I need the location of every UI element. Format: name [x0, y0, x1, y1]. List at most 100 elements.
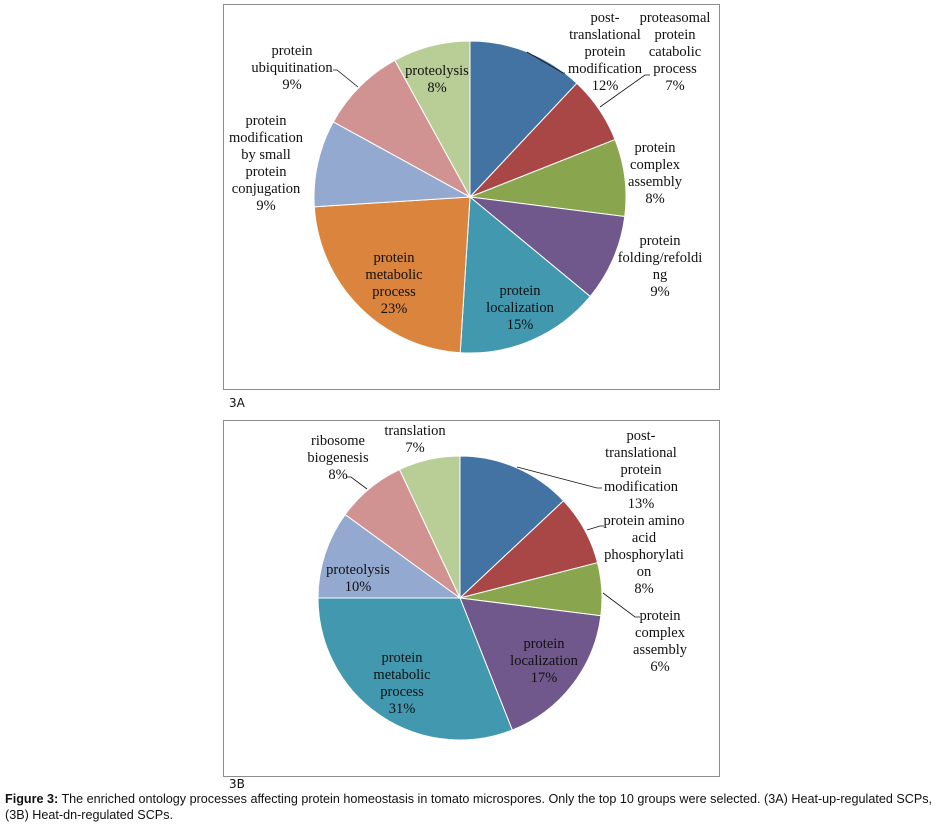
leader-line: [602, 592, 640, 618]
slice-label-line: ubiquitination: [251, 60, 333, 76]
slice-percent: 10%: [344, 579, 372, 595]
slice-label-line: complex: [635, 625, 685, 641]
figure-caption: Figure 3: The enriched ontology processe…: [5, 791, 940, 823]
slice-label-line: protein amino: [603, 513, 685, 529]
slice-label-line: process: [380, 684, 424, 700]
pie-slice: [468, 196, 626, 298]
pie-slice: [332, 59, 472, 199]
slice-label-line: protein: [654, 27, 696, 43]
slice-label-line: metabolic: [365, 267, 423, 283]
slice-percent: 31%: [388, 701, 416, 717]
slice-percent: 8%: [328, 467, 348, 483]
data-label: protein localization 15%: [486, 283, 554, 334]
slice-label-line: biogenesis: [307, 450, 369, 466]
slice-percent: 6%: [650, 659, 670, 675]
slice-label-line: protein: [373, 250, 415, 266]
slice-label-line: localization: [510, 653, 578, 669]
slice-label-line: post-: [590, 10, 620, 26]
data-label: protein metabolic process 23%: [365, 250, 422, 318]
pie-slice: [459, 597, 602, 731]
slice-percent: 15%: [506, 317, 534, 333]
slice-percent: 9%: [282, 77, 302, 93]
slice-label-line: protein: [245, 113, 287, 129]
slice-label-line: ribosome: [311, 433, 365, 449]
leader-line: [586, 525, 604, 531]
slice-percent: 17%: [530, 670, 558, 686]
slice-label-line: protein: [634, 140, 676, 156]
data-label: proteolysis 8%: [405, 63, 469, 97]
pie-slice: [317, 597, 513, 741]
leader-line: [516, 466, 602, 489]
slice-label-line: modification: [567, 61, 643, 77]
slice-label-line: protein: [523, 636, 565, 652]
slice-label-line: assembly: [628, 174, 682, 190]
slice-label-line: protein: [620, 462, 662, 478]
slice-label-line: proteolysis: [326, 562, 390, 578]
slice-label-line: protein: [381, 650, 423, 666]
data-label: protein modification by small protein conjug…: [229, 113, 303, 215]
slice-label-line: protein: [639, 233, 681, 249]
leader-line: [599, 74, 650, 108]
slice-percent: 9%: [650, 284, 670, 300]
slice-label-line: protein: [245, 164, 287, 180]
slice-label-line: ng: [652, 267, 668, 283]
slice-label-line: proteasomal: [639, 10, 711, 26]
slice-percent: 12%: [591, 78, 619, 94]
slice-label-line: on: [636, 564, 652, 580]
pie-slice: [317, 513, 462, 599]
slice-label-line: protein: [271, 43, 313, 59]
pie-slice: [459, 455, 565, 600]
slice-label-line: process: [372, 284, 416, 300]
pie-slice: [313, 121, 472, 208]
data-label: translation 7%: [384, 423, 445, 457]
data-label: post-translational protein modification 12%: [568, 10, 642, 95]
slice-percent: 8%: [634, 581, 654, 597]
slice-label-line: assembly: [633, 642, 687, 658]
pie-slice: [398, 455, 461, 599]
slice-label-line: modification: [228, 130, 304, 146]
slice-label-line: translational: [605, 445, 677, 461]
slice-label-line: protein: [639, 608, 681, 624]
pie-slice: [313, 196, 471, 354]
slice-label-line: protein: [584, 44, 626, 60]
pie-slice: [459, 195, 591, 354]
slice-label-line: process: [653, 61, 697, 77]
slice-percent: 13%: [627, 496, 655, 512]
data-label: protein complex assembly 8%: [628, 140, 682, 208]
leader-line: [346, 476, 368, 490]
pie-charts: [313, 40, 650, 741]
slice-label-line: by small: [241, 147, 291, 163]
slice-label-line: protein: [499, 283, 541, 299]
slice-label-line: translational: [569, 27, 641, 43]
data-label: protein amino acid phosphorylati on 8%: [604, 513, 685, 598]
data-label: protein folding/refoldi ng 9%: [618, 233, 703, 301]
slice-label-line: post-: [626, 428, 656, 444]
slice-label-line: proteolysis: [405, 63, 469, 79]
slice-label-line: complex: [630, 157, 680, 173]
data-label: proteolysis 10%: [326, 562, 390, 596]
slice-label-line: acid: [631, 530, 657, 546]
slice-percent: 23%: [380, 301, 408, 317]
caption-text: The enriched ontology processes affectin…: [5, 792, 933, 822]
slice-label-line: conjugation: [231, 181, 301, 197]
slice-percent: 7%: [665, 78, 685, 94]
data-label: post-translational protein modification 13%: [604, 428, 678, 513]
caption-label: Figure 3:: [5, 792, 59, 806]
slice-percent: 8%: [427, 80, 447, 96]
leader-line: [526, 51, 565, 74]
data-label: protein ubiquitination 9%: [251, 43, 332, 94]
slice-label-line: phosphorylati: [604, 547, 684, 563]
slice-label-line: catabolic: [648, 44, 702, 60]
data-label: protein localization 17%: [510, 636, 578, 687]
slice-label-line: metabolic: [373, 667, 431, 683]
slice-label-line: modification: [603, 479, 679, 495]
leader-line: [333, 69, 359, 88]
slice-label-line: folding/refoldi: [617, 250, 703, 266]
panel-label-3a: 3A: [229, 396, 245, 410]
slice-label-line: translation: [384, 423, 446, 439]
data-label: protein metabolic process 31%: [373, 650, 430, 718]
pie-slice: [394, 40, 471, 198]
data-label: ribosome biogenesis 8%: [307, 433, 368, 484]
slice-label-line: localization: [486, 300, 554, 316]
slice-percent: 8%: [645, 191, 665, 207]
